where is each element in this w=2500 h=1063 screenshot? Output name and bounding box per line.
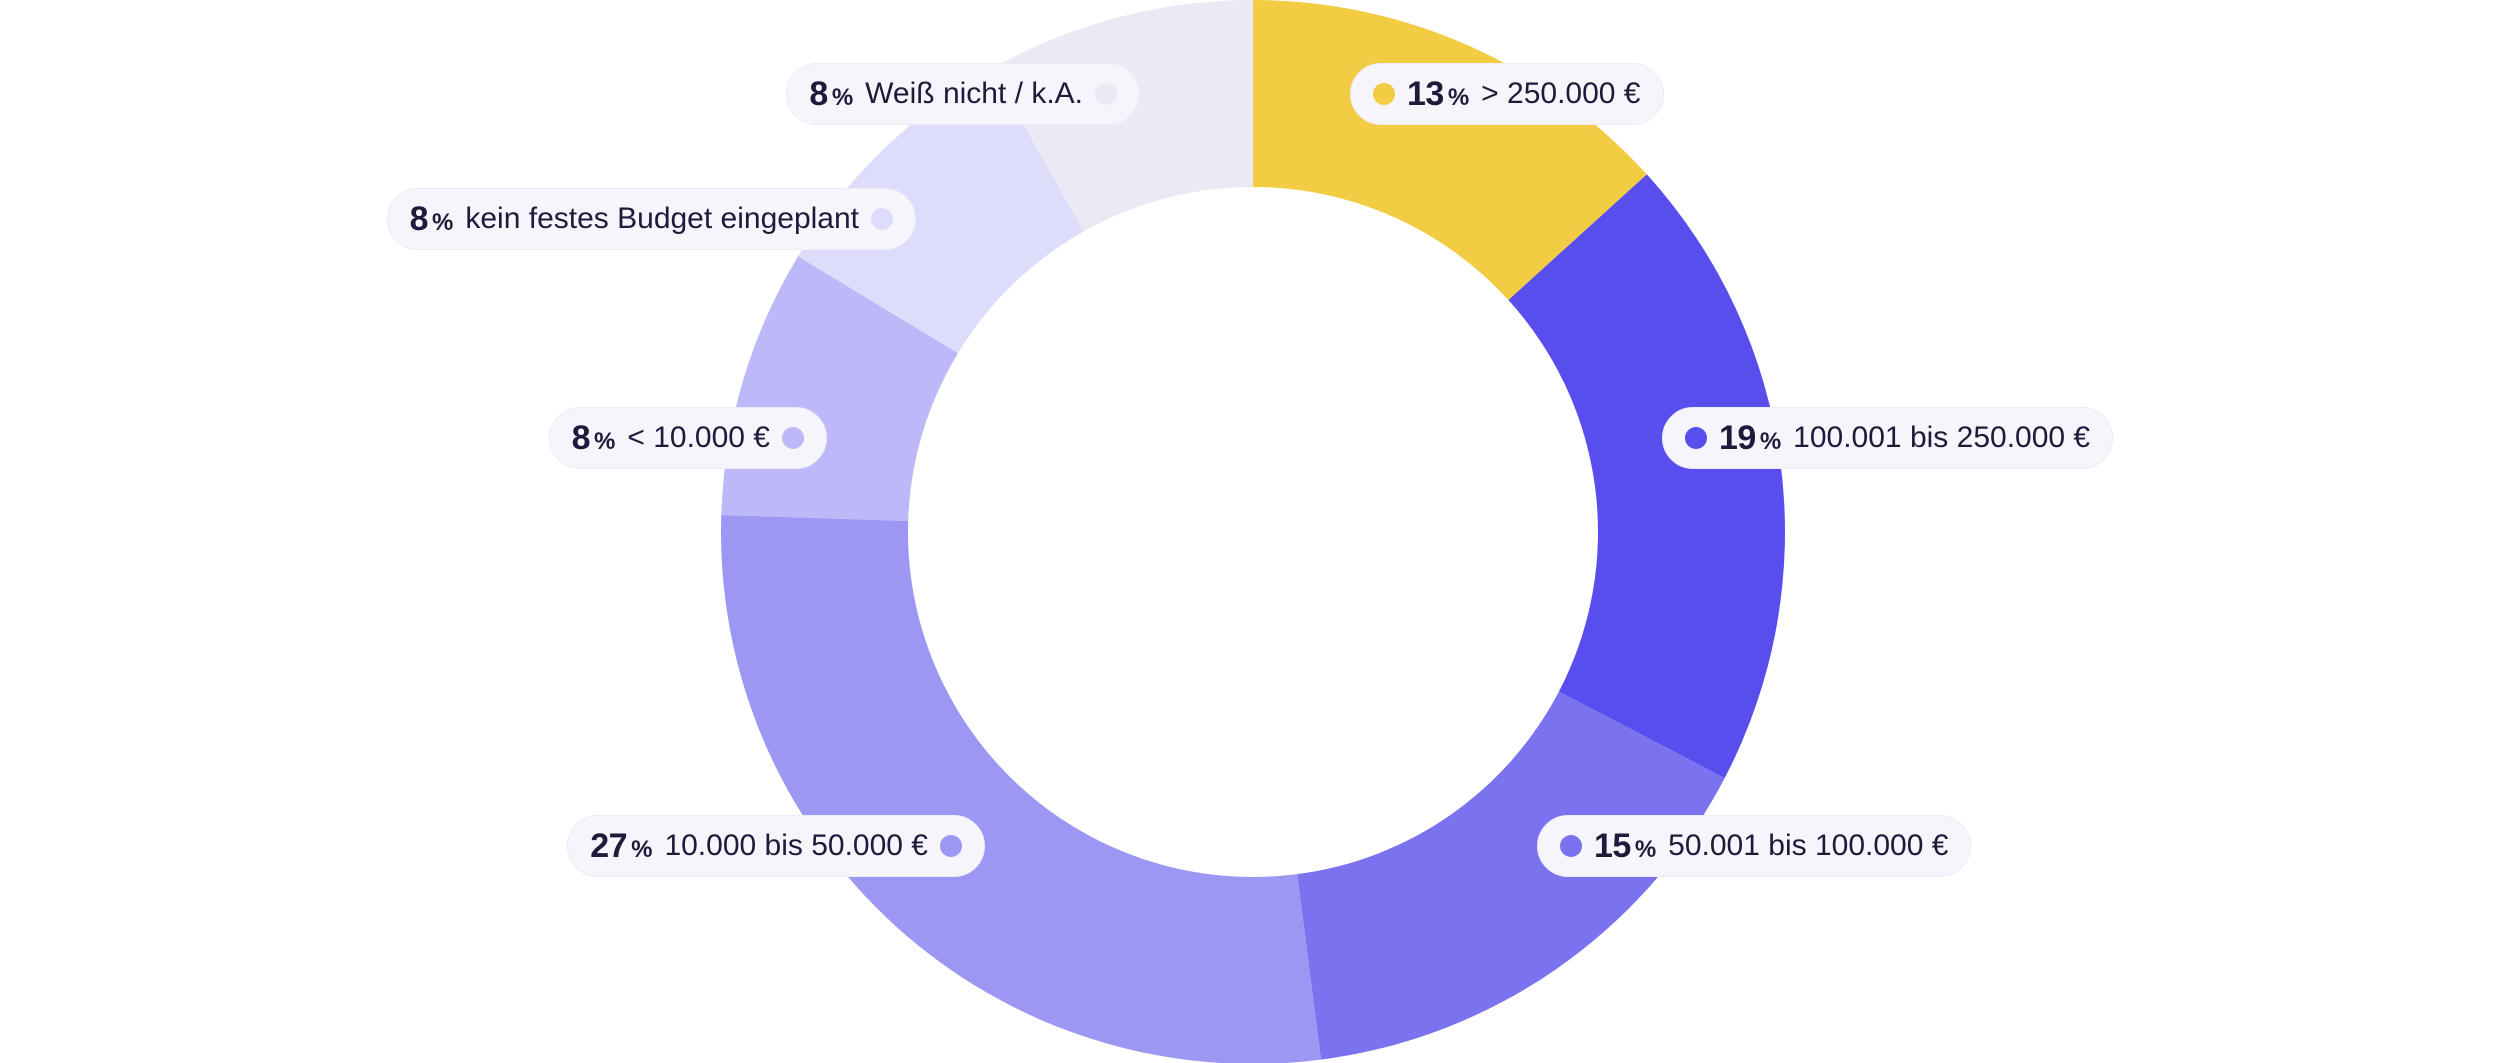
slice-category: kein festes Budget eingeplant — [465, 202, 859, 235]
slice-unit: % — [831, 83, 854, 111]
slice-unit: % — [432, 208, 454, 236]
slice-category: 10.000 bis 50.000 € — [664, 829, 928, 862]
donut-slice — [1508, 174, 1785, 779]
slice-value: 19 — [1719, 418, 1756, 457]
donut-slice — [1297, 691, 1725, 1060]
slice-percent: 13% — [1407, 75, 1469, 114]
slice-label: 15% 50.001 bis 100.000 € — [1537, 815, 1972, 877]
donut-slices — [721, 0, 1785, 1063]
slice-label: 19% 100.001 bis 250.000 € — [1662, 407, 2114, 469]
slice-category: Weiß nicht / k.A. — [865, 77, 1083, 110]
legend-dot-icon — [1373, 83, 1395, 105]
slice-label: 8% Weiß nicht / k.A. — [786, 63, 1140, 125]
legend-dot-icon — [782, 427, 804, 449]
slice-category: 100.001 bis 250.000 € — [1793, 421, 2091, 454]
slice-percent: 8% — [572, 419, 616, 458]
donut-slice — [721, 514, 1322, 1063]
slice-percent: 27% — [590, 827, 652, 866]
legend-dot-icon — [1560, 835, 1582, 857]
slice-label: 8% kein festes Budget eingeplant — [386, 188, 916, 250]
legend-dot-icon — [1095, 83, 1117, 105]
slice-value: 8 — [571, 418, 591, 457]
slice-unit: % — [1634, 835, 1657, 863]
slice-percent: 8% — [410, 200, 454, 239]
slice-category: > 250.000 € — [1481, 77, 1641, 110]
slice-category: < 10.000 € — [627, 421, 770, 454]
slice-label: 27% 10.000 bis 50.000 € — [567, 815, 985, 877]
donut-slice — [798, 68, 1084, 354]
legend-dot-icon — [940, 835, 962, 857]
slice-category: 50.001 bis 100.000 € — [1668, 829, 1949, 862]
slice-percent: 15% — [1594, 827, 1656, 866]
slice-value: 8 — [409, 199, 429, 238]
slice-unit: % — [594, 427, 616, 455]
donut-slice — [1253, 0, 1647, 301]
slice-percent: 19% — [1719, 419, 1781, 458]
slice-unit: % — [631, 835, 653, 863]
slice-percent: 8% — [809, 75, 853, 114]
slice-unit: % — [1447, 83, 1470, 111]
slice-value: 27 — [590, 826, 628, 865]
legend-dot-icon — [871, 208, 893, 230]
slice-label: 8% < 10.000 € — [548, 407, 827, 469]
legend-dot-icon — [1685, 427, 1707, 449]
slice-value: 8 — [809, 74, 828, 113]
slice-label: 13% > 250.000 € — [1350, 63, 1664, 125]
slice-unit: % — [1759, 427, 1782, 455]
slice-value: 13 — [1407, 74, 1444, 113]
slice-value: 15 — [1594, 826, 1631, 865]
